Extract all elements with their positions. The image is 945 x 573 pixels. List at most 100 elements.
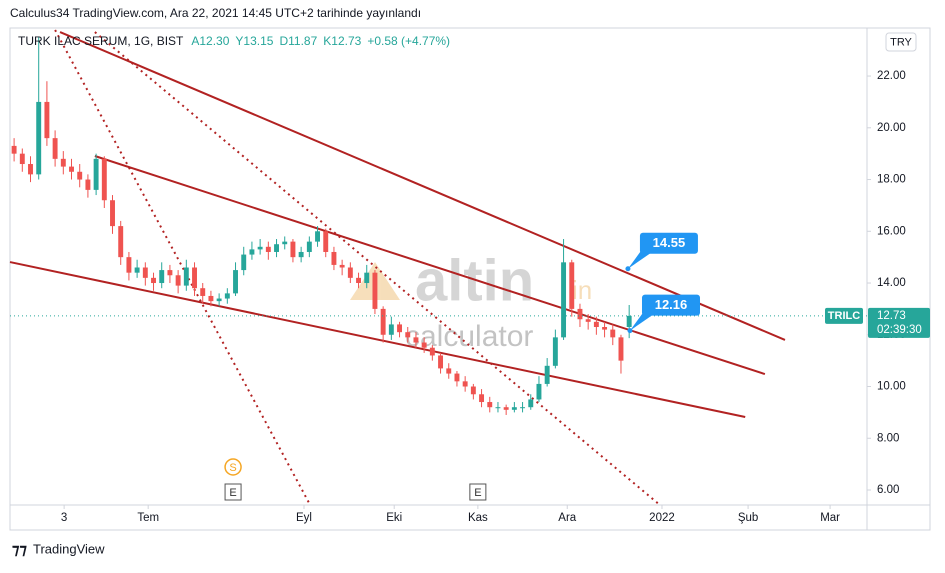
candle-body <box>28 164 33 175</box>
plot-area <box>9 29 786 506</box>
candle-body <box>405 332 411 338</box>
candle-body <box>544 365 550 384</box>
candle-body <box>183 267 189 286</box>
candle-body <box>200 288 206 296</box>
ticker-tag <box>825 307 863 324</box>
candle-body <box>421 342 427 348</box>
event-label: S <box>229 462 236 474</box>
callout-anchor <box>627 328 633 334</box>
candle-body <box>192 267 197 289</box>
ticker-label: TRILC <box>828 310 860 322</box>
candle-body <box>470 386 476 395</box>
candle-body <box>495 407 501 409</box>
candle-body <box>134 267 140 273</box>
chart-frame <box>9 27 931 531</box>
symbol-label: TURK ILAC SERUM, 1G, BIST <box>18 34 184 48</box>
candle-body <box>274 244 279 252</box>
candle-body <box>503 407 509 410</box>
candle-body <box>593 321 599 328</box>
x-tick-label: Mar <box>820 512 840 524</box>
x-tick-label: Ara <box>558 512 577 524</box>
candle-body <box>552 337 558 366</box>
candle-body <box>93 158 99 190</box>
trend-line <box>59 31 786 341</box>
earnings-marker <box>469 483 487 501</box>
earnings-marker <box>224 483 242 501</box>
x-tick-label: Kas <box>468 512 488 524</box>
y-tick-label: 10.00 <box>877 381 906 393</box>
watermark-text: in <box>572 275 592 305</box>
candle-body <box>44 101 50 139</box>
candle-body <box>315 231 320 242</box>
candle-body <box>569 262 575 309</box>
candle-body <box>610 329 616 338</box>
candle-body <box>626 315 632 328</box>
candle-body <box>536 383 542 400</box>
callout-anchor <box>625 266 631 272</box>
candle-body <box>429 347 435 356</box>
candle-body <box>339 264 345 268</box>
y-tick-label: 20.00 <box>877 122 906 134</box>
candle-body <box>306 241 312 252</box>
callout-label: 14.55 <box>653 235 686 250</box>
candle-body <box>577 308 583 320</box>
candle-body <box>85 179 91 190</box>
candle-body <box>364 272 370 284</box>
currency-button[interactable] <box>885 32 917 52</box>
candle-body <box>528 399 534 408</box>
x-tick-label: Eyl <box>296 512 312 524</box>
candle-body <box>142 267 148 278</box>
price-tag-label: 12.73 <box>877 310 906 322</box>
logo-mark: ⁊⁊ <box>12 541 27 558</box>
candle-body <box>462 381 468 387</box>
trend-line <box>9 261 746 419</box>
candle-body <box>233 270 238 294</box>
candle-body <box>347 267 353 278</box>
x-tick-label: Şub <box>738 512 758 524</box>
candle-body <box>454 373 460 382</box>
candle-body <box>511 407 517 410</box>
x-tick-label: 2022 <box>649 512 675 524</box>
candle-body <box>167 270 173 276</box>
y-tick-label: 14.00 <box>877 277 906 289</box>
candle-body <box>356 277 362 284</box>
x-tick-label: Tem <box>137 512 159 524</box>
price-tag <box>868 307 930 338</box>
candle-body <box>265 246 271 252</box>
event-label: E <box>474 487 481 499</box>
ohlc-value: K12.73 <box>323 34 361 48</box>
y-tick-label: 8.00 <box>877 432 899 444</box>
candle-body <box>175 275 181 286</box>
candle-body <box>77 171 83 180</box>
callout-box <box>639 232 698 254</box>
candle-body <box>388 324 394 335</box>
candle-body <box>561 262 567 338</box>
candle-body <box>36 101 42 175</box>
candle-body <box>397 324 403 333</box>
watermark-text: altin <box>415 248 534 313</box>
candle-body <box>380 308 386 335</box>
candle-body <box>69 166 74 172</box>
candle-body <box>110 200 115 227</box>
ohlc-value: +0.58 (+4.77%) <box>367 34 450 48</box>
event-label: E <box>229 487 236 499</box>
candle-body <box>602 327 608 330</box>
currency-label[interactable]: TRY <box>890 36 912 48</box>
candle-body <box>487 402 493 408</box>
callout-box <box>641 294 700 316</box>
candle-body <box>159 270 165 284</box>
y-tick-label: 22.00 <box>877 70 906 82</box>
candle-body <box>257 246 263 250</box>
candle-body <box>585 319 591 322</box>
candle-body <box>438 355 444 369</box>
x-tick-label: Eki <box>386 512 402 524</box>
candle-body <box>372 272 378 309</box>
candle-body <box>323 231 329 252</box>
candle-body <box>479 394 485 403</box>
y-tick-label: 18.00 <box>877 174 906 186</box>
ohlc-value: D11.87 <box>279 34 317 48</box>
callout-label: 12.16 <box>655 297 688 312</box>
ohlc-value: Y13.15 <box>235 34 273 48</box>
candle-body <box>413 337 419 343</box>
